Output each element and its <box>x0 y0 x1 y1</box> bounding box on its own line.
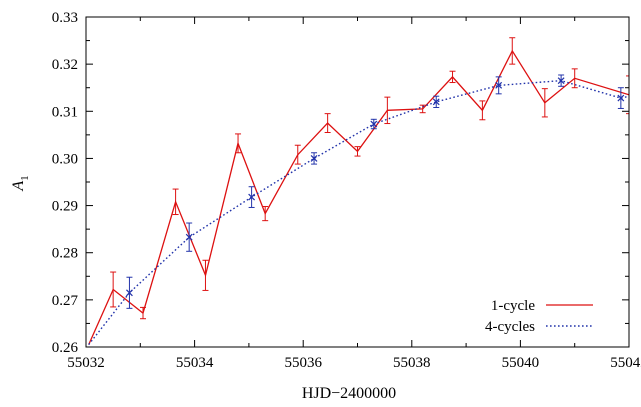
x-tick-label: 55032 <box>67 355 105 371</box>
error-bar <box>354 146 361 157</box>
marker-stroke <box>126 289 133 297</box>
error-bar <box>449 70 456 84</box>
error-bar <box>626 75 629 115</box>
data-point-marker <box>495 81 503 89</box>
series-1-cycle <box>88 37 629 345</box>
data-point-marker <box>557 77 565 85</box>
marker-stroke <box>617 94 625 102</box>
error-bar <box>172 188 179 216</box>
marker-stroke <box>495 81 503 89</box>
error-bar <box>294 144 301 165</box>
x-tick-label: 55038 <box>393 355 431 371</box>
error-bar <box>202 259 209 291</box>
y-axis-label-main: A <box>10 181 27 192</box>
y-tick-label: 0.31 <box>52 104 78 120</box>
series-4-cycles <box>88 74 629 346</box>
x-tick-label: 55034 <box>176 355 214 371</box>
data-point-marker <box>126 289 133 297</box>
y-tick-label: 0.29 <box>52 199 78 215</box>
x-tick-label: 55040 <box>502 355 540 371</box>
error-bar <box>384 96 391 125</box>
y-tick-label: 0.32 <box>52 57 78 73</box>
error-bar <box>479 100 486 121</box>
data-point-marker <box>248 193 256 201</box>
error-bar <box>509 37 516 65</box>
legend-item-1-cycle: 1-cycle <box>491 298 593 314</box>
error-bar <box>262 206 269 222</box>
error-bar <box>541 88 548 118</box>
data-point-marker <box>617 94 625 102</box>
data-point-marker <box>185 233 193 241</box>
error-bar <box>110 271 117 308</box>
x-tick-label: 55036 <box>284 355 322 371</box>
axes: 55032 55034 55036 55038 55040 55042 0.26 0.27 0.… <box>52 10 641 371</box>
y-tick-label: 0.33 <box>52 10 78 26</box>
marker-stroke <box>557 77 565 85</box>
x-axis-label: HJD−2400000 <box>302 385 396 402</box>
y-tick-label: 0.28 <box>52 246 78 262</box>
series-line-1-cycle <box>88 49 629 345</box>
marker-stroke <box>310 155 318 162</box>
y-axis-label-sub: 1 <box>19 175 31 181</box>
error-bar <box>324 113 331 133</box>
error-bar <box>235 133 242 154</box>
data-point-marker <box>432 98 440 106</box>
data-point-marker <box>310 155 318 162</box>
plot-area <box>88 37 629 346</box>
data-point-marker <box>370 120 378 128</box>
plot-clipped <box>88 37 629 346</box>
marker-stroke <box>185 233 193 241</box>
error-bar <box>140 306 147 320</box>
marker-stroke <box>248 193 256 201</box>
y-axis-label: A1 <box>10 175 31 191</box>
plot-frame <box>85 16 630 348</box>
legend-label: 1-cycle <box>491 298 535 314</box>
marker-stroke <box>432 98 440 106</box>
legend-label: 4-cycles <box>485 319 535 335</box>
error-bar <box>571 68 578 89</box>
y-tick-label: 0.30 <box>52 151 78 167</box>
y-tick-label: 0.26 <box>52 340 79 356</box>
x-tick-label: 55042 <box>610 355 641 371</box>
legend: 1-cycle 4-cycles <box>485 298 593 335</box>
marker-stroke <box>370 120 378 128</box>
y-tick-label: 0.27 <box>52 293 79 309</box>
legend-item-4-cycles: 4-cycles <box>485 319 593 335</box>
